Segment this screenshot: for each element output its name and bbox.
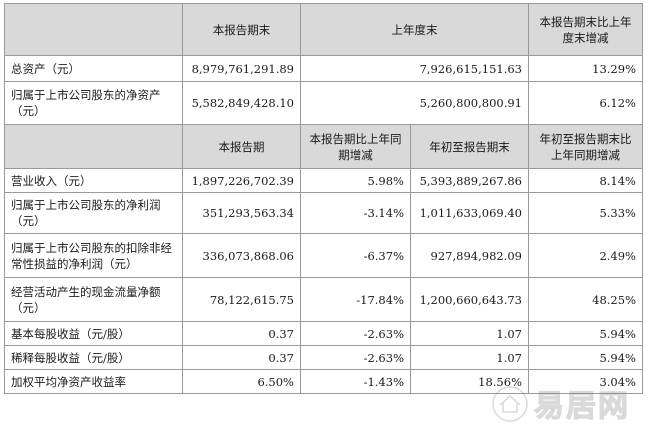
ytd-change-value: 48.25%	[528, 277, 643, 322]
bottom-header-ytd-change: 年初至报告期末比上年同期增减	[528, 124, 643, 169]
current-value: 5,582,849,428.10	[182, 81, 301, 125]
table-row: 归属于上市公司股东的净利润（元） 351,293,563.34 -3.14% 1…	[4, 192, 643, 234]
ytd-value: 1,011,633,069.40	[410, 192, 529, 234]
table-row: 经营活动产生的现金流量净额（元） 78,122,615.75 -17.84% 1…	[4, 277, 643, 322]
change-value: 13.29%	[528, 55, 643, 82]
ytd-change-value: 5.33%	[528, 192, 643, 234]
table-row: 基本每股收益（元/股） 0.37 -2.63% 1.07 5.94%	[4, 321, 643, 346]
watermark-text: 易居网	[534, 389, 630, 424]
table-row: 归属于上市公司股东的扣除非经常性损益的净利润（元） 336,073,868.06…	[4, 233, 643, 278]
row-label: 总资产（元）	[4, 55, 183, 82]
period-change-value: -2.63%	[300, 345, 411, 370]
ytd-change-value: 5.94%	[528, 321, 643, 346]
top-header-blank	[4, 3, 183, 56]
period-change-value: -2.63%	[300, 321, 411, 346]
period-change-value: -1.43%	[300, 369, 411, 394]
period-value: 1,897,226,702.39	[182, 168, 301, 193]
period-value: 0.37	[182, 321, 301, 346]
bottom-header-period-change: 本报告期比上年同期增减	[300, 124, 411, 169]
bottom-header-blank	[4, 124, 183, 169]
period-value: 78,122,615.75	[182, 277, 301, 322]
table-row: 稀释每股收益（元/股） 0.37 -2.63% 1.07 5.94%	[4, 345, 643, 370]
ytd-value: 5,393,889,267.86	[410, 168, 529, 193]
period-change-value: 5.98%	[300, 168, 411, 193]
change-value: 6.12%	[528, 81, 643, 125]
row-label: 归属于上市公司股东的扣除非经常性损益的净利润（元）	[4, 233, 183, 278]
row-label: 归属于上市公司股东的净利润（元）	[4, 192, 183, 234]
period-value: 336,073,868.06	[182, 233, 301, 278]
row-label: 加权平均净资产收益率	[4, 369, 183, 394]
ytd-value: 18.56%	[410, 369, 529, 394]
table-row: 总资产（元） 8,979,761,291.89 7,926,615,151.63…	[4, 55, 643, 82]
ytd-change-value: 3.04%	[528, 369, 643, 394]
table-row: 营业收入（元） 1,897,226,702.39 5.98% 5,393,889…	[4, 168, 643, 193]
period-value: 0.37	[182, 345, 301, 370]
table-row: 归属于上市公司股东的净资产（元） 5,582,849,428.10 5,260,…	[4, 81, 643, 125]
ytd-value: 1,200,660,643.73	[410, 277, 529, 322]
current-value: 8,979,761,291.89	[182, 55, 301, 82]
period-change-value: -6.37%	[300, 233, 411, 278]
top-header-current: 本报告期末	[182, 3, 301, 56]
period-change-value: -17.84%	[300, 277, 411, 322]
period-change-value: -3.14%	[300, 192, 411, 234]
period-value: 6.50%	[182, 369, 301, 394]
prior-value: 5,260,800,800.91	[300, 81, 529, 125]
bottom-header-period: 本报告期	[182, 124, 301, 169]
row-label: 基本每股收益（元/股）	[4, 321, 183, 346]
bottom-header-ytd: 年初至报告期末	[410, 124, 529, 169]
top-header-prior: 上年度末	[300, 3, 529, 56]
row-label: 营业收入（元）	[4, 168, 183, 193]
table-row: 加权平均净资产收益率 6.50% -1.43% 18.56% 3.04%	[4, 369, 643, 394]
ytd-change-value: 2.49%	[528, 233, 643, 278]
financial-summary-sheet: 本报告期末 上年度末 本报告期末比上年度末增减 总资产（元） 8,979,761…	[4, 3, 643, 394]
period-value: 351,293,563.34	[182, 192, 301, 234]
top-header-change: 本报告期末比上年度末增减	[528, 3, 643, 56]
prior-value: 7,926,615,151.63	[300, 55, 529, 82]
row-label: 稀释每股收益（元/股）	[4, 345, 183, 370]
ytd-value: 1.07	[410, 321, 529, 346]
ytd-value: 1.07	[410, 345, 529, 370]
ytd-change-value: 8.14%	[528, 168, 643, 193]
row-label: 归属于上市公司股东的净资产（元）	[4, 81, 183, 125]
ytd-change-value: 5.94%	[528, 345, 643, 370]
row-label: 经营活动产生的现金流量净额（元）	[4, 277, 183, 322]
ytd-value: 927,894,982.09	[410, 233, 529, 278]
top-header-row: 本报告期末 上年度末 本报告期末比上年度末增减	[4, 3, 643, 56]
bottom-header-row: 本报告期 本报告期比上年同期增减 年初至报告期末 年初至报告期末比上年同期增减	[4, 124, 643, 169]
financial-table: 本报告期末 上年度末 本报告期末比上年度末增减 总资产（元） 8,979,761…	[4, 3, 643, 394]
